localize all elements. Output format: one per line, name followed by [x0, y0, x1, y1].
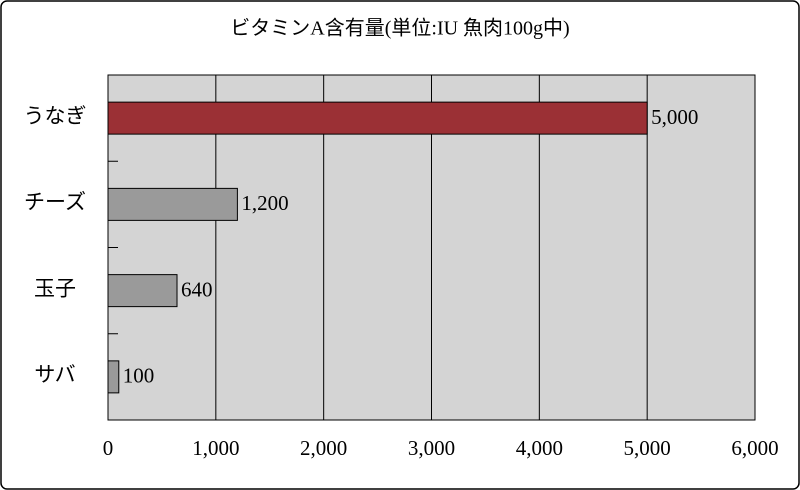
y-tick-label: 玉子 — [34, 276, 76, 300]
x-tick-label: 2,000 — [300, 436, 347, 460]
x-tick-label: 1,000 — [192, 436, 239, 460]
y-tick-label: うなぎ — [24, 104, 87, 128]
bar — [107, 101, 648, 135]
x-tick-label: 3,000 — [408, 436, 455, 460]
value-label: 640 — [181, 277, 213, 301]
y-tick-label: サバ — [34, 363, 75, 387]
bar — [107, 360, 120, 394]
chart-title: ビタミンA含有量(単位:IU 魚肉100g中) — [230, 17, 569, 40]
value-label: 100 — [123, 364, 154, 388]
x-tick-label: 0 — [103, 436, 114, 460]
value-label: 1,200 — [241, 191, 288, 215]
x-tick-label: 4,000 — [516, 436, 563, 460]
x-tick-label: 5,000 — [624, 436, 671, 460]
x-tick-label: 6,000 — [731, 436, 778, 460]
bar — [107, 187, 238, 221]
value-label: 5,000 — [651, 105, 698, 129]
bar — [107, 274, 178, 308]
y-tick-label: チーズ — [24, 190, 86, 214]
